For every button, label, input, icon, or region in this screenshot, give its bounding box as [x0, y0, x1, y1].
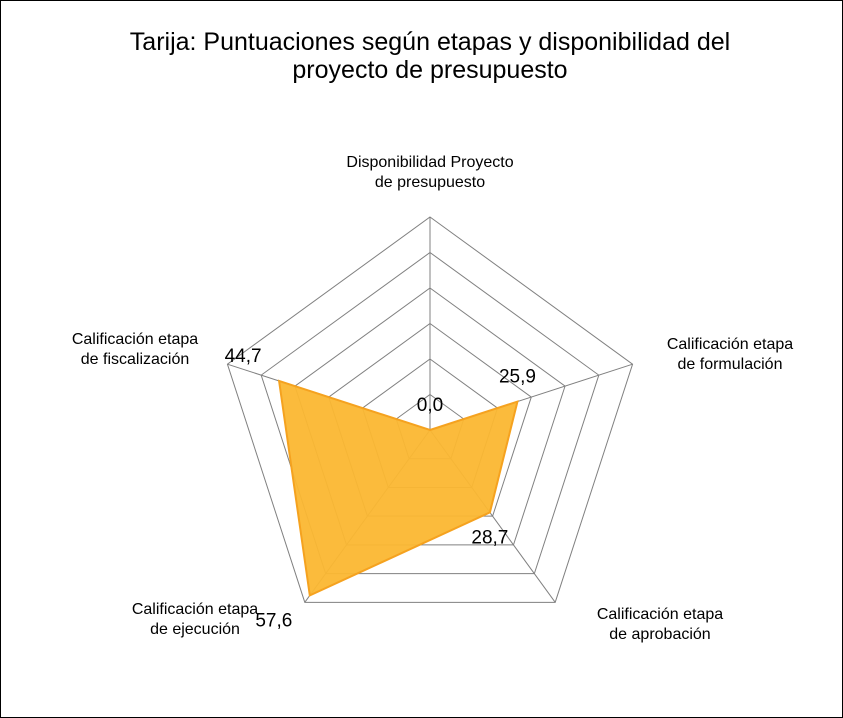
value-label: 0,0: [417, 395, 443, 416]
grid-ring: [294, 287, 566, 546]
category-label: Calificación etapa de ejecución: [85, 600, 305, 640]
category-label-line: Calificación etapa: [71, 331, 199, 348]
category-label: Calificación etapa de aprobación: [550, 605, 770, 645]
category-label-line: de formulación: [677, 356, 783, 373]
grid-ring: [260, 251, 600, 575]
category-label: Calificación etapa de fiscalización: [25, 330, 245, 370]
category-label-line: de fiscalización: [80, 351, 190, 368]
category-label-line: de aprobación: [609, 626, 711, 643]
value-label: 28,7: [471, 527, 508, 548]
data-area: [277, 379, 519, 597]
category-label: Disponibilidad Proyecto de presupuesto: [320, 153, 540, 193]
value-label: 44,7: [225, 346, 262, 367]
grid-ring: [226, 216, 634, 603]
category-label-line: Disponibilidad Proyecto: [346, 154, 514, 171]
value-label: 57,6: [255, 610, 292, 631]
category-label-line: de ejecución: [150, 621, 240, 638]
value-label: 25,9: [499, 367, 536, 388]
category-label-line: Calificación etapa: [666, 336, 794, 353]
chart-title: Tarija: Puntuaciones según etapas y disp…: [129, 28, 731, 84]
category-label-line: de presupuesto: [374, 174, 486, 191]
category-label: Calificación etapa de formulación: [620, 335, 840, 375]
category-label-line: Calificación etapa: [596, 606, 724, 623]
category-label-line: Calificación etapa: [131, 601, 259, 618]
